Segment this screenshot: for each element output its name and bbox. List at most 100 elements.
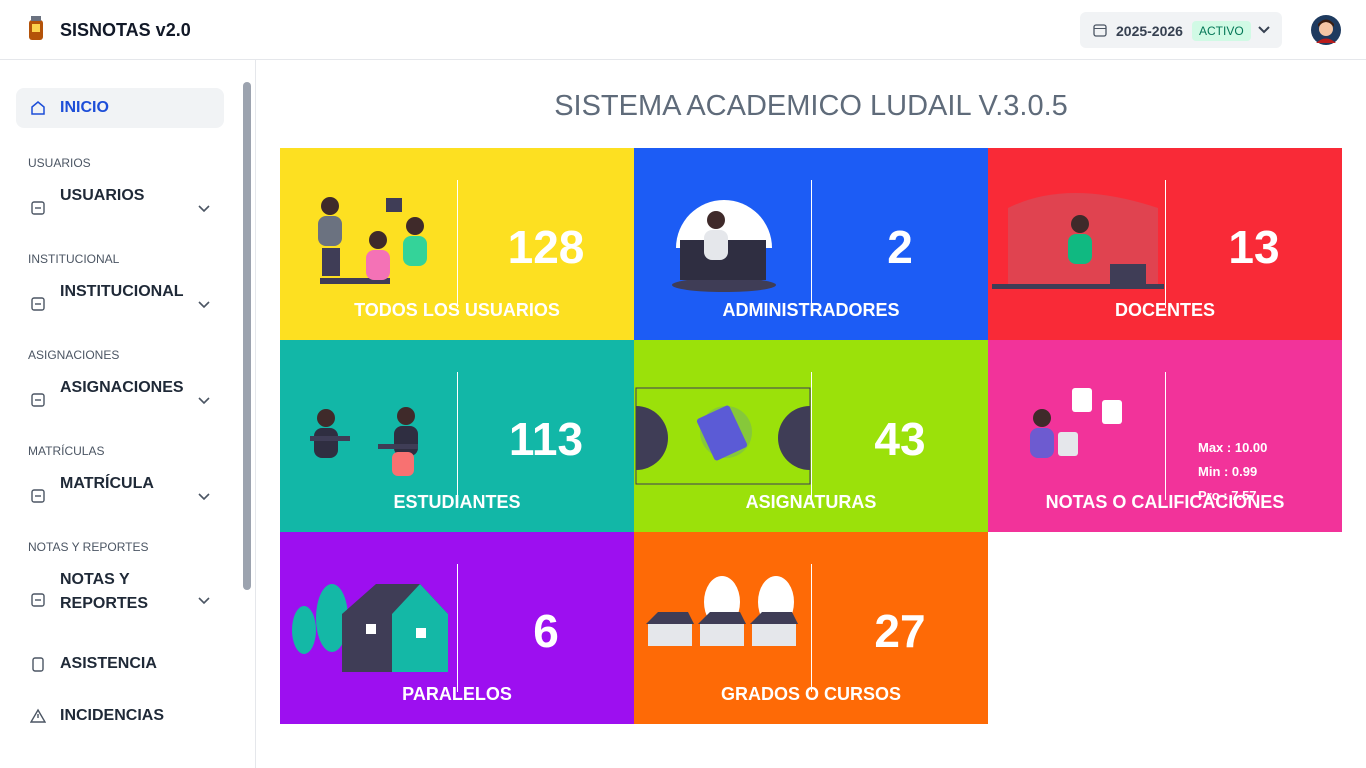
divider xyxy=(1165,180,1166,308)
figure-head xyxy=(397,407,415,425)
chevron-shape xyxy=(198,397,210,405)
desk xyxy=(310,436,350,441)
chevron[interactable] xyxy=(197,300,211,310)
icon-shape xyxy=(31,297,45,311)
school-year-selector[interactable]: 2025-2026 ACTIVO xyxy=(1080,12,1282,48)
card-stat: Pro : 7.57 xyxy=(1198,488,1257,503)
chevron xyxy=(1258,26,1270,34)
nav-item[interactable]: INCIDENCIAS xyxy=(60,707,165,724)
monitor xyxy=(322,248,340,276)
nav-item[interactable]: MATRÍCULA xyxy=(60,475,154,492)
desk xyxy=(320,278,390,284)
nav-icon xyxy=(31,297,45,311)
nav-item[interactable]: ASIGNACIONES xyxy=(60,379,184,396)
chevron[interactable] xyxy=(197,492,211,502)
section-label: MATRÍCULAS xyxy=(28,444,105,458)
figure-body xyxy=(1030,428,1054,458)
divider xyxy=(457,180,458,308)
nav-item[interactable]: INICIO xyxy=(60,99,109,116)
roof xyxy=(646,612,694,624)
divider xyxy=(811,180,812,308)
calendar-icon xyxy=(1093,24,1107,37)
chevron[interactable] xyxy=(197,596,211,606)
icon-shape xyxy=(31,593,45,607)
book xyxy=(696,405,748,461)
illustration xyxy=(1030,388,1122,458)
stat-card[interactable]: 6 PARALELOS xyxy=(280,532,634,724)
figure-head xyxy=(1033,409,1051,427)
section-label: NOTAS Y REPORTES xyxy=(28,540,149,554)
page-title: SISTEMA ACADEMICO LUDAIL V.3.0.5 xyxy=(554,90,1068,122)
stat-card[interactable]: 113 ESTUDIANTES xyxy=(280,340,634,532)
nav-item[interactable]: USUARIOS xyxy=(60,187,145,204)
nav-right xyxy=(778,406,810,470)
server xyxy=(386,198,402,212)
nav-item[interactable]: INSTITUCIONAL xyxy=(60,283,184,300)
figure-head xyxy=(321,197,339,215)
house xyxy=(648,624,692,646)
illustration xyxy=(310,407,418,476)
icon-shape xyxy=(31,201,45,215)
stat-card[interactable]: 2 ADMINISTRADORES xyxy=(634,148,988,340)
laptop xyxy=(1110,264,1146,284)
screen xyxy=(732,212,756,234)
figure-head xyxy=(317,409,335,427)
figure-body xyxy=(318,216,342,246)
home-icon xyxy=(31,101,45,115)
scrollbar[interactable] xyxy=(243,82,251,590)
nav-item[interactable]: NOTAS Y REPORTES xyxy=(60,571,149,612)
user-avatar[interactable] xyxy=(1310,14,1342,46)
card-label: GRADOS O CURSOS xyxy=(720,684,902,704)
doc xyxy=(1072,388,1092,412)
desk xyxy=(992,284,1164,289)
attendance-icon xyxy=(32,657,44,672)
card-count: 113 xyxy=(508,413,584,465)
figure-body xyxy=(704,230,728,260)
divider xyxy=(1165,372,1166,500)
app-name[interactable]: SISNOTAS v2.0 xyxy=(60,20,191,40)
chevron-shape xyxy=(198,205,210,213)
illustration xyxy=(318,197,427,284)
card-stat: Min : 0.99 xyxy=(1198,464,1258,479)
card-count: 27 xyxy=(874,605,926,657)
card-label: NOTAS O CALIFICACIONES xyxy=(1045,492,1285,512)
chevron[interactable] xyxy=(197,204,211,214)
roof xyxy=(750,612,798,624)
nav-active[interactable] xyxy=(16,88,224,128)
figure-head xyxy=(1071,215,1089,233)
illustration xyxy=(992,193,1164,289)
section-label: USUARIOS xyxy=(28,156,91,170)
desk xyxy=(378,444,418,449)
stat-card[interactable]: 43 ASIGNATURAS xyxy=(634,340,988,532)
figure-body xyxy=(394,426,418,456)
window xyxy=(366,624,376,634)
figure-body xyxy=(366,250,390,280)
school-year: 2025-2026 xyxy=(1116,23,1183,39)
chevron-shape xyxy=(198,493,210,501)
nav-item[interactable]: ASISTENCIA xyxy=(60,655,157,672)
card-label: ADMINISTRADORES xyxy=(722,300,900,320)
figure-head xyxy=(707,211,725,229)
card-label: ASIGNATURAS xyxy=(745,492,877,512)
figure-body xyxy=(314,428,338,458)
stat-card[interactable]: 27 GRADOS O CURSOS xyxy=(634,532,988,724)
chevron-shape xyxy=(198,597,210,605)
nav-icon xyxy=(31,201,45,215)
card-label: PARALELOS xyxy=(402,684,512,704)
figure-head xyxy=(406,217,424,235)
card-count: 13 xyxy=(1228,221,1280,273)
card-count: 128 xyxy=(507,221,585,273)
section-label: INSTITUCIONAL xyxy=(28,252,120,266)
stat-card[interactable]: 13 DOCENTES xyxy=(988,148,1342,340)
tree xyxy=(316,584,348,652)
chevron-shape xyxy=(198,301,210,309)
illustration xyxy=(635,387,811,485)
chevron[interactable] xyxy=(197,396,211,406)
stat-card[interactable]: 128 TODOS LOS USUARIOS xyxy=(280,148,634,340)
card-label: TODOS LOS USUARIOS xyxy=(354,300,560,320)
section-label: ASIGNACIONES xyxy=(28,348,120,362)
house xyxy=(752,624,796,646)
card-count: 6 xyxy=(533,605,559,657)
stat-card[interactable]: Max : 10.00 Min : 0.99 Pro : 7.57 NOTAS O C… xyxy=(988,340,1342,532)
